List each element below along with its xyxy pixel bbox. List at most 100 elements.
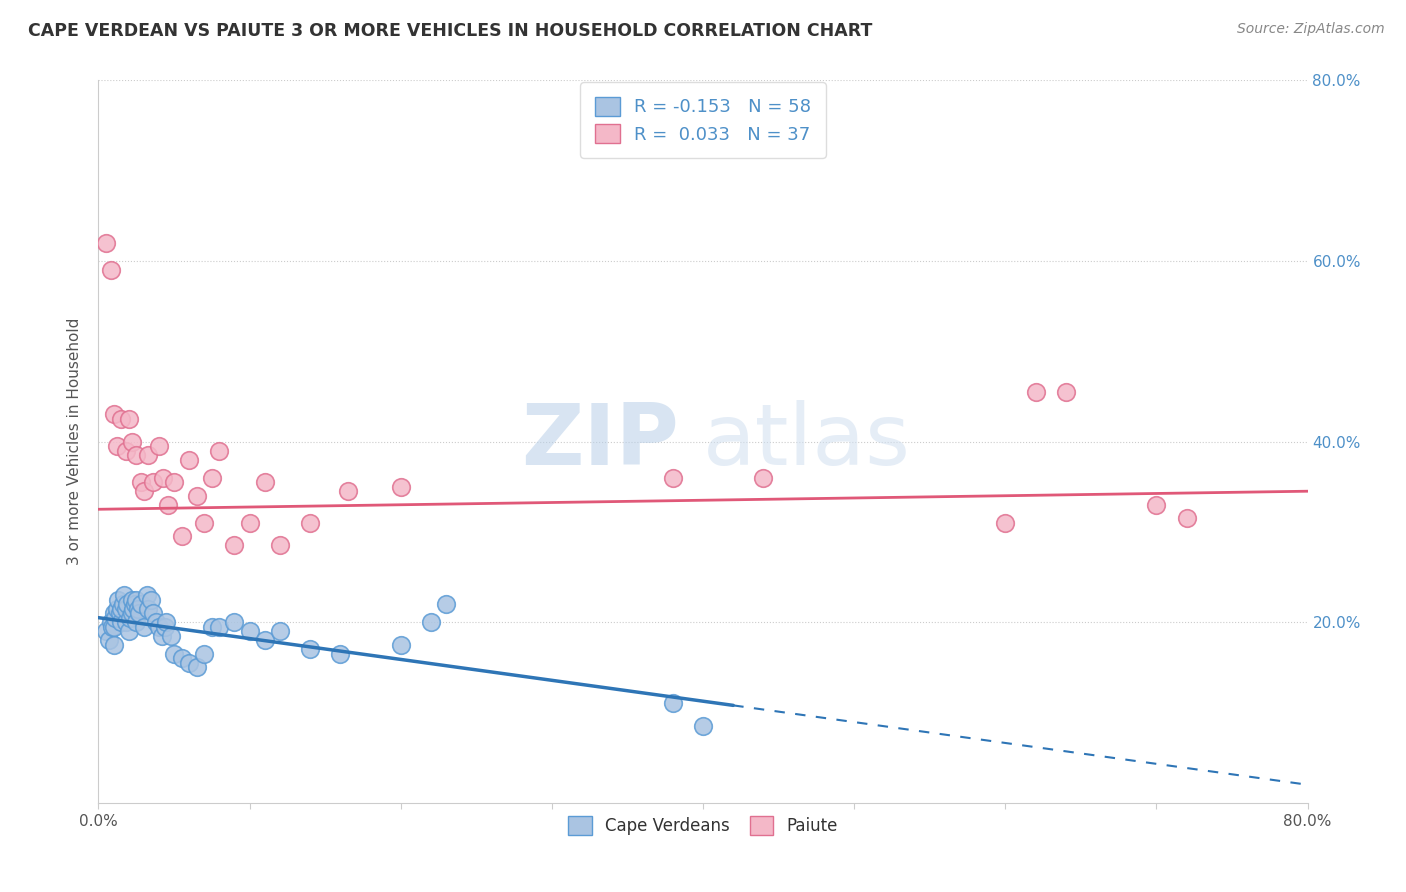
Point — [132, 484, 155, 499]
Point — [128, 606, 150, 620]
Point — [1175, 511, 1198, 525]
Point — [269, 624, 291, 639]
Point — [129, 475, 152, 490]
Point — [1054, 384, 1077, 399]
Point — [107, 592, 129, 607]
Point — [224, 615, 246, 630]
Point — [163, 647, 186, 661]
Point — [94, 624, 117, 639]
Point — [145, 615, 167, 630]
Point — [160, 629, 183, 643]
Point — [101, 620, 124, 634]
Point — [142, 475, 165, 490]
Point — [136, 448, 159, 462]
Point — [104, 610, 127, 624]
Point — [121, 434, 143, 449]
Point — [127, 601, 149, 615]
Point — [661, 471, 683, 485]
Point — [299, 516, 322, 530]
Point — [142, 606, 165, 620]
Point — [103, 620, 125, 634]
Point — [253, 633, 276, 648]
Point — [136, 601, 159, 615]
Point — [336, 484, 359, 499]
Point — [110, 412, 132, 426]
Point — [239, 624, 262, 639]
Point — [110, 615, 132, 630]
Point — [186, 660, 208, 674]
Point — [1024, 384, 1046, 399]
Point — [114, 615, 136, 630]
Point — [122, 601, 145, 615]
Point — [269, 538, 291, 552]
Point — [121, 606, 143, 620]
Point — [135, 588, 157, 602]
Point — [150, 629, 173, 643]
Point — [153, 620, 176, 634]
Point — [201, 620, 224, 634]
Point — [105, 439, 128, 453]
Point — [114, 601, 136, 615]
Point — [120, 610, 142, 624]
Point — [100, 263, 122, 277]
Point — [125, 615, 148, 630]
Point — [118, 412, 141, 426]
Point — [110, 601, 132, 615]
Point — [129, 597, 152, 611]
Text: atlas: atlas — [703, 400, 911, 483]
Y-axis label: 3 or more Vehicles in Household: 3 or more Vehicles in Household — [67, 318, 83, 566]
Point — [98, 633, 121, 648]
Point — [389, 638, 412, 652]
Point — [112, 588, 135, 602]
Point — [125, 448, 148, 462]
Text: ZIP: ZIP — [522, 400, 679, 483]
Point — [329, 647, 352, 661]
Point — [132, 620, 155, 634]
Point — [186, 489, 208, 503]
Point — [94, 235, 117, 250]
Point — [125, 592, 148, 607]
Point — [389, 480, 412, 494]
Point — [156, 498, 179, 512]
Point — [179, 656, 201, 670]
Point — [124, 597, 146, 611]
Point — [152, 471, 174, 485]
Point — [299, 642, 322, 657]
Point — [141, 592, 163, 607]
Point — [103, 408, 125, 422]
Point — [155, 615, 177, 630]
Point — [239, 516, 262, 530]
Point — [692, 719, 714, 733]
Point — [114, 443, 136, 458]
Point — [253, 475, 276, 490]
Point — [118, 624, 141, 639]
Point — [148, 439, 170, 453]
Point — [103, 638, 125, 652]
Point — [434, 597, 457, 611]
Point — [111, 597, 134, 611]
Point — [1144, 498, 1167, 512]
Point — [115, 597, 138, 611]
Point — [201, 471, 224, 485]
Point — [148, 620, 170, 634]
Point — [994, 516, 1017, 530]
Point — [752, 471, 775, 485]
Text: Source: ZipAtlas.com: Source: ZipAtlas.com — [1237, 22, 1385, 37]
Point — [224, 538, 246, 552]
Point — [208, 443, 231, 458]
Point — [108, 606, 131, 620]
Point — [420, 615, 443, 630]
Point — [121, 592, 143, 607]
Point — [661, 697, 683, 711]
Point — [170, 651, 193, 665]
Point — [163, 475, 186, 490]
Text: CAPE VERDEAN VS PAIUTE 3 OR MORE VEHICLES IN HOUSEHOLD CORRELATION CHART: CAPE VERDEAN VS PAIUTE 3 OR MORE VEHICLE… — [28, 22, 873, 40]
Point — [105, 601, 128, 615]
Point — [170, 529, 193, 543]
Point — [208, 620, 231, 634]
Point — [179, 452, 201, 467]
Point — [193, 516, 215, 530]
Point — [100, 615, 122, 630]
Point — [103, 606, 125, 620]
Legend: Cape Verdeans, Paiute: Cape Verdeans, Paiute — [558, 806, 848, 845]
